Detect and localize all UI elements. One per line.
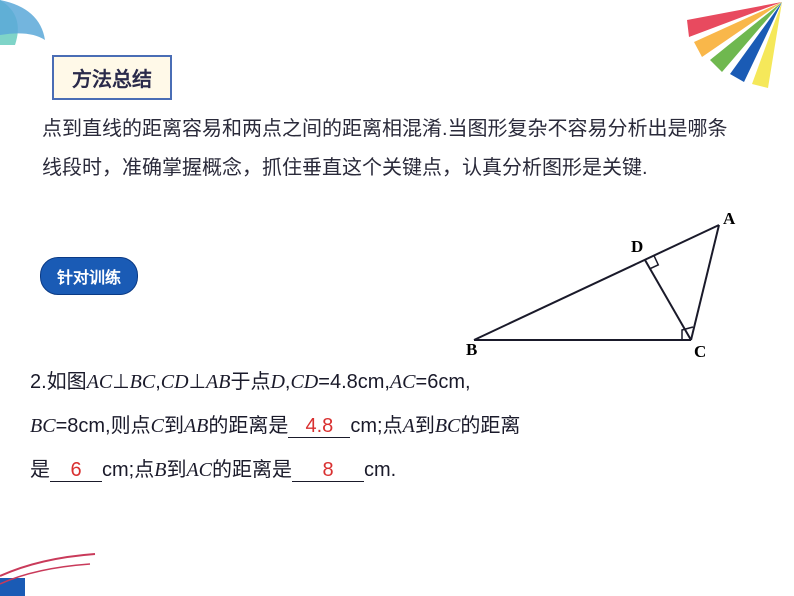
- vertex-b: B: [466, 340, 477, 359]
- answer-1: 4.8: [305, 415, 333, 437]
- problem-text: 2.如图AC⊥BC,CD⊥AB于点D,CD=4.8cm,AC=6cm, BC=8…: [30, 360, 770, 492]
- vertex-a: A: [723, 210, 736, 228]
- training-badge: 针对训练: [40, 257, 138, 295]
- corner-decoration-tl: [0, 0, 80, 60]
- vertex-d: D: [631, 237, 643, 256]
- corner-decoration-bl: [0, 546, 100, 596]
- method-summary-title: 方法总结: [52, 55, 172, 100]
- answer-2: 6: [70, 459, 81, 481]
- seg-bc: BC: [130, 371, 156, 393]
- triangle-diagram: A B C D: [459, 210, 739, 360]
- seg-cd: CD: [161, 371, 189, 393]
- summary-text: 点到直线的距离容易和两点之间的距离相混淆.当图形复杂不容易分析出是哪条线段时，准…: [42, 110, 742, 188]
- seg-ab: AB: [206, 371, 230, 393]
- seg-ac: AC: [87, 371, 113, 393]
- answer-3: 8: [322, 459, 333, 481]
- corner-decoration-tr: [684, 0, 794, 90]
- p-prefix: 2.如图: [30, 371, 87, 393]
- vertex-c: C: [694, 342, 706, 360]
